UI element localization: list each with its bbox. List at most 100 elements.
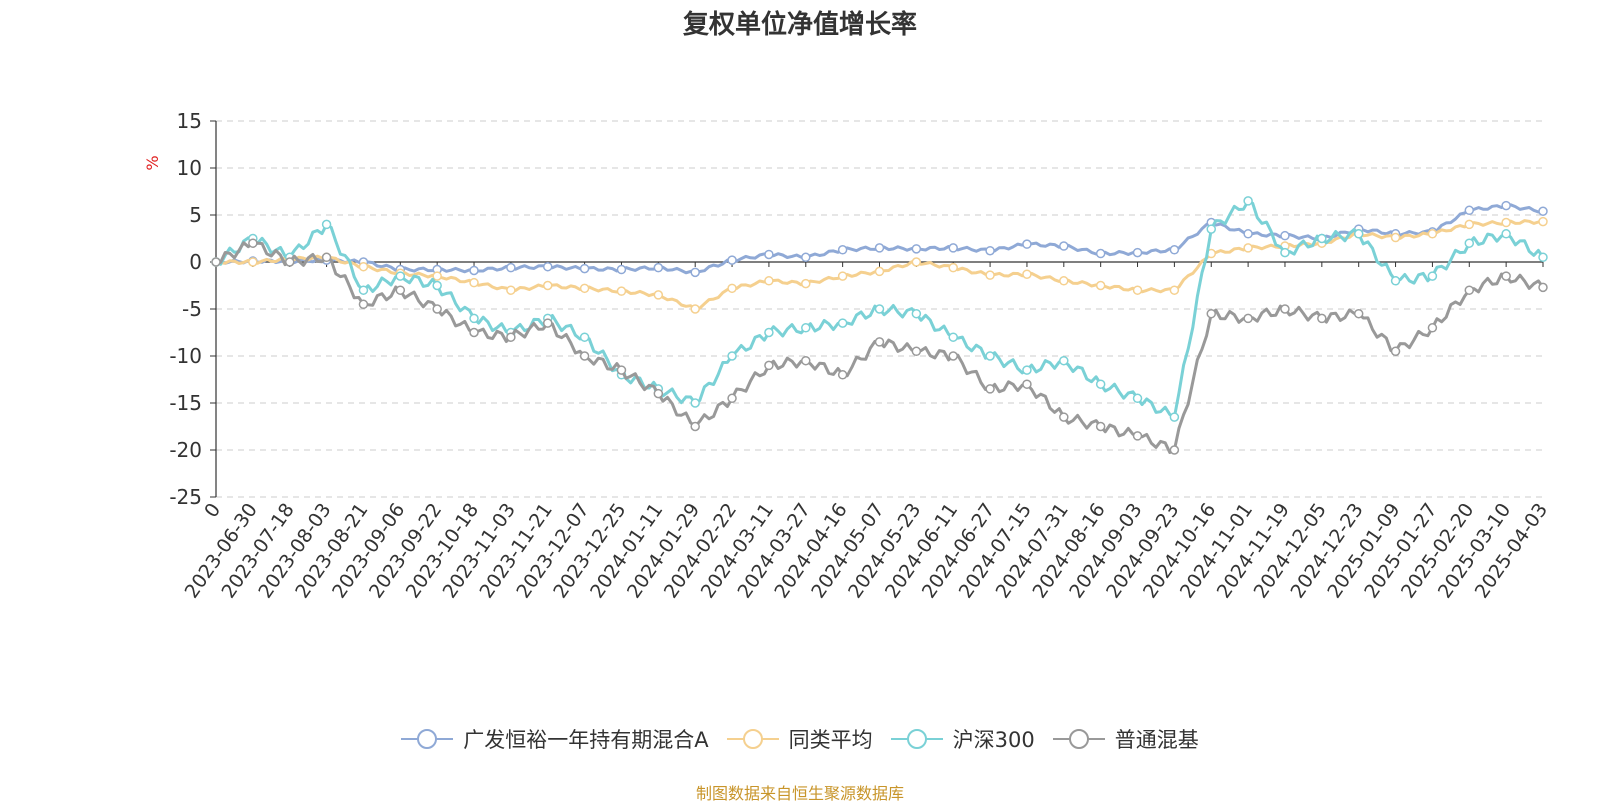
line-chart: 151050-5-10-15-20-25%02023-06-302023-07-… [143,109,1552,602]
x-tick-label: 0 [200,499,225,522]
data-point [1206,224,1216,234]
data-point [837,318,848,328]
data-point [1132,247,1143,258]
legend-item[interactable]: 沪深300 [890,724,1035,754]
data-point [1427,229,1438,239]
y-axis-label: % [143,155,162,170]
legend-circle-icon [401,729,454,749]
data-point [1095,421,1106,432]
data-point [1243,229,1253,239]
data-point [1243,243,1253,253]
data-point [469,313,479,324]
legend-circle-icon [726,729,779,749]
data-point [874,337,885,347]
data-point [506,285,516,295]
data-point [727,393,737,404]
axes [210,120,1544,498]
data-point [874,304,885,314]
data-point [690,267,700,278]
data-point [948,332,958,342]
data-point [1059,241,1069,251]
data-point [1169,412,1180,422]
data-point [506,262,516,273]
data-point [727,351,737,361]
data-point [653,290,664,300]
data-point [248,238,258,248]
data-point [1464,205,1475,216]
data-point [469,265,479,276]
data-point [1206,308,1216,319]
data-point [1464,238,1475,248]
data-point [911,257,922,267]
data-point [1353,308,1364,319]
data-point [579,351,590,361]
data-point [764,249,774,260]
data-point [948,243,958,253]
data-point [1132,285,1143,295]
data-point [321,219,332,230]
data-point [1538,206,1548,216]
data-point [616,264,627,275]
data-point [690,304,700,314]
data-point [948,351,958,361]
data-point [1095,379,1106,389]
data-point [911,346,922,357]
data-point [432,271,442,281]
data-point [837,245,848,255]
data-point [1464,219,1475,230]
data-point [690,398,700,408]
data-point [543,280,553,291]
y-tick-label: 15 [177,109,202,133]
data-point [801,278,811,289]
data-point [985,351,995,361]
data-point [1538,252,1548,263]
data-point [543,261,553,272]
legend-item[interactable]: 普通混基 [1052,724,1199,754]
data-point [1353,229,1364,239]
data-point [874,243,885,253]
data-point [1390,232,1401,243]
data-point [985,270,995,280]
data-point [1390,276,1401,286]
data-point [579,263,590,274]
legend-circle-icon [890,729,943,749]
axis-labels: 151050-5-10-15-20-25%02023-06-302023-07-… [143,109,1552,602]
data-point [432,304,442,314]
data-point [985,245,995,256]
data-point [1169,245,1180,255]
y-tick-label: -20 [169,438,202,462]
data-point [1095,248,1106,259]
series-lines [211,196,1548,455]
data-point [358,285,369,295]
data-point [358,299,369,310]
data-point [727,255,737,265]
data-point [764,327,774,338]
data-point [616,365,627,375]
y-tick-label: 0 [189,250,202,274]
data-point [1243,313,1253,324]
data-point [1280,230,1290,241]
data-point [469,327,479,338]
data-point [1022,239,1032,249]
data-point [1169,445,1180,455]
source-note: 制图数据来自恒生聚源数据库 [695,784,904,803]
data-point [1059,276,1069,286]
data-point [1095,280,1106,291]
data-point [1464,285,1475,295]
legend-label: 沪深300 [952,728,1035,752]
data-point [764,360,774,371]
data-point [1022,365,1032,375]
data-point [211,257,221,267]
data-point [1427,271,1438,281]
data-point [653,388,664,399]
data-point [985,384,995,394]
legend-label: 广发恒裕一年持有期混合A [463,728,709,752]
data-point [1169,285,1180,295]
data-point [284,257,295,267]
legend-item[interactable]: 广发恒裕一年持有期混合A [401,724,709,754]
data-point [248,257,258,267]
data-point [1059,355,1069,366]
legend: 广发恒裕一年持有期混合A 同类平均 沪深300 普通混基 [0,724,1600,754]
legend-item[interactable]: 同类平均 [726,724,873,754]
data-point [801,323,811,333]
